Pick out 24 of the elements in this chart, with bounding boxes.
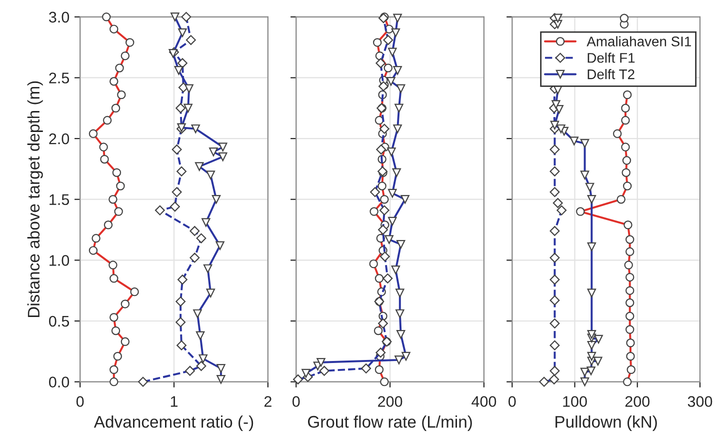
y-tick-label: 0.0	[49, 376, 70, 388]
legend-label: Amaliahaven SI1	[586, 36, 691, 46]
y-tick-label: 2.0	[49, 133, 70, 144]
x-tick-label: 2	[264, 396, 272, 407]
x-tick-label: 300	[688, 396, 712, 407]
legend-label: Delft T2	[588, 69, 634, 80]
y-axis-title: Distance above target depth (m)	[27, 81, 43, 318]
y-tick-label: 1.5	[50, 194, 70, 206]
x-axis-title: Pulldown (kN)	[556, 415, 657, 432]
y-tick-label: 1.0	[50, 255, 70, 266]
x-tick-label: 0	[292, 396, 300, 407]
x-tick-label: 100	[563, 396, 587, 407]
x-tick-label: 200	[378, 396, 402, 407]
y-tick-label: 0.5	[49, 316, 70, 327]
x-axis-title: Advancement ratio (-)	[94, 415, 254, 432]
x-tick-label: 400	[472, 396, 496, 407]
x-tick-label: 0	[508, 396, 516, 407]
legend-label: Delft F1	[588, 52, 635, 63]
x-tick-label: 200	[625, 396, 650, 407]
y-tick-label: 3.0	[49, 12, 70, 23]
x-tick-label: 0	[76, 396, 84, 407]
x-tick-label: 1	[170, 396, 178, 407]
x-axis-title: Grout flow rate (L/min)	[308, 415, 472, 432]
y-tick-label: 2.5	[49, 72, 70, 84]
